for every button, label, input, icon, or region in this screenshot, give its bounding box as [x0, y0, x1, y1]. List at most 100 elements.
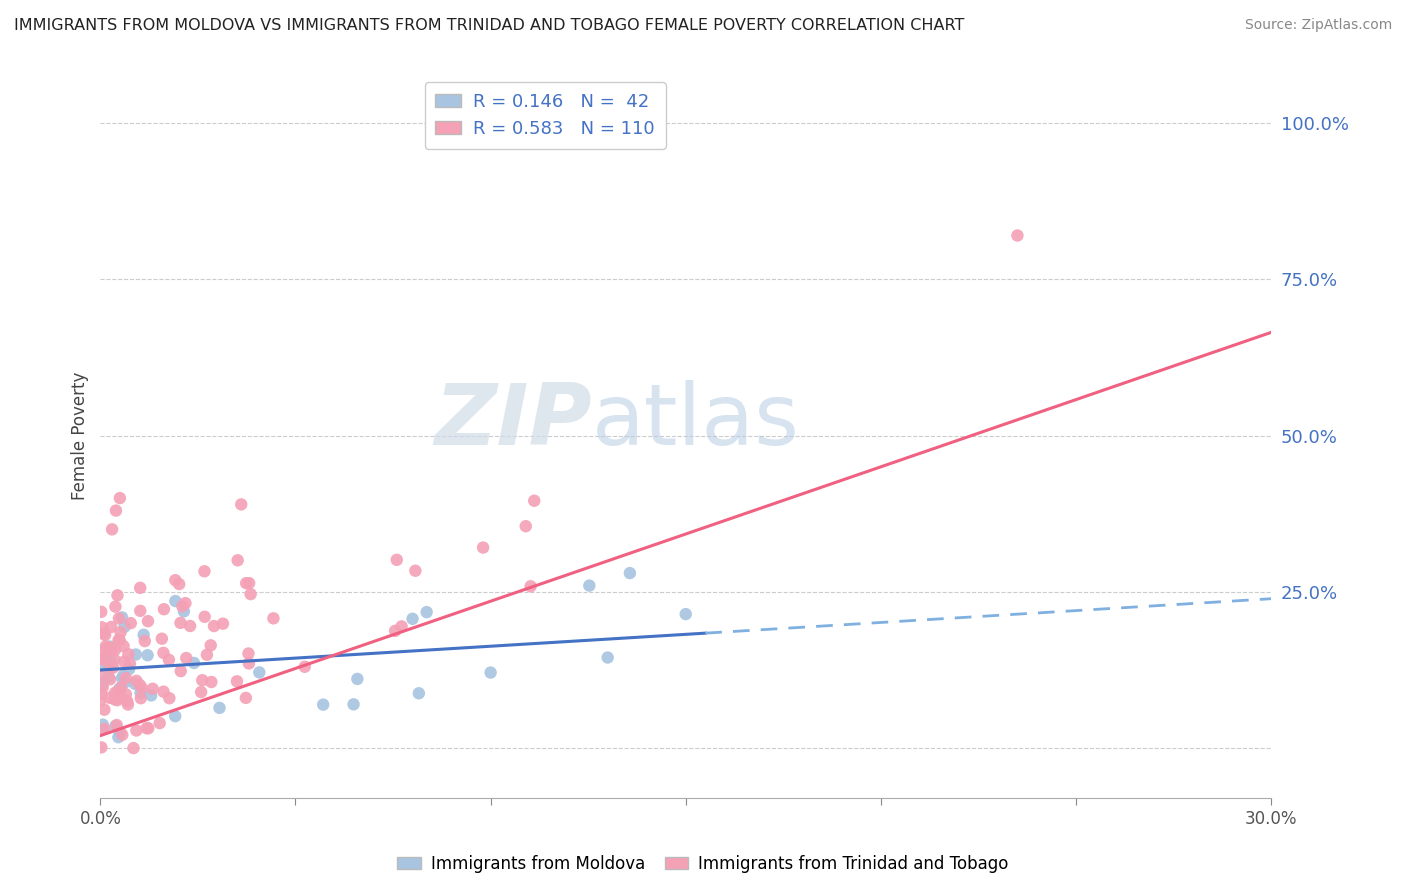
Point [104, 692, 127, 706]
Point [104, 503, 127, 517]
Point [578, 578, 600, 592]
Point [105, 693, 128, 707]
Point [110, 680, 132, 694]
Point [346, 672, 368, 686]
Point [114, 675, 136, 690]
Point [104, 642, 127, 657]
Point [519, 579, 541, 593]
Point [111, 610, 134, 624]
Point [90, 645, 112, 659]
Point [100, 660, 122, 674]
Point [202, 619, 225, 633]
Point [115, 694, 138, 708]
Point [675, 607, 697, 621]
Point [89, 693, 111, 707]
Point [111, 728, 134, 742]
Point [129, 604, 152, 618]
Point [100, 643, 122, 657]
Point [90, 740, 112, 755]
Point [117, 698, 139, 712]
Point [135, 721, 157, 735]
Point [97, 657, 120, 672]
Point [114, 671, 136, 685]
Point [138, 721, 160, 735]
Point [129, 581, 152, 595]
Point [93, 653, 115, 667]
Point [415, 605, 437, 619]
Point [239, 587, 262, 601]
Point [122, 741, 145, 756]
Point [101, 522, 124, 536]
Point [104, 686, 127, 700]
Point [129, 691, 152, 706]
Point [124, 677, 146, 691]
Point [157, 653, 180, 667]
Point [231, 497, 253, 511]
Point [90, 652, 112, 666]
Point [391, 619, 413, 633]
Point [108, 491, 131, 505]
Point [90, 620, 112, 634]
Point [118, 657, 141, 671]
Point [235, 576, 257, 591]
Point [479, 665, 502, 680]
Point [190, 685, 212, 699]
Point [136, 614, 159, 628]
Point [200, 675, 222, 690]
Point [174, 651, 197, 665]
Point [132, 628, 155, 642]
Point [100, 620, 122, 634]
Point [125, 673, 148, 688]
Point [98, 640, 121, 655]
Point [165, 594, 187, 608]
Point [312, 698, 335, 712]
Point [91, 717, 114, 731]
Point [93, 626, 115, 640]
Point [193, 564, 215, 578]
Point [105, 685, 128, 699]
Point [472, 541, 495, 555]
Legend: R = 0.146   N =  42, R = 0.583   N = 110: R = 0.146 N = 42, R = 0.583 N = 110 [425, 82, 666, 149]
Point [94, 628, 117, 642]
Point [110, 690, 132, 704]
Point [131, 681, 153, 695]
Point [515, 519, 537, 533]
Point [105, 718, 128, 732]
Point [129, 686, 152, 700]
Point [90, 668, 112, 682]
Point [149, 716, 172, 731]
Point [141, 689, 163, 703]
Point [125, 648, 148, 662]
Point [596, 650, 619, 665]
Point [97, 670, 120, 684]
Y-axis label: Female Poverty: Female Poverty [72, 371, 89, 500]
Point [117, 647, 139, 661]
Point [112, 639, 135, 653]
Point [238, 576, 260, 591]
Point [208, 701, 231, 715]
Point [408, 686, 430, 700]
Point [191, 673, 214, 688]
Point [238, 647, 260, 661]
Point [112, 655, 135, 669]
Point [98, 640, 121, 654]
Point [90, 658, 112, 673]
Point [98, 642, 121, 657]
Point [111, 671, 134, 685]
Point [238, 657, 260, 671]
Text: IMMIGRANTS FROM MOLDOVA VS IMMIGRANTS FROM TRINIDAD AND TOBAGO FEMALE POVERTY CO: IMMIGRANTS FROM MOLDOVA VS IMMIGRANTS FR… [14, 18, 965, 33]
Point [103, 652, 125, 666]
Point [401, 612, 423, 626]
Point [100, 654, 122, 668]
Point [262, 611, 284, 625]
Point [94, 650, 117, 665]
Point [90, 687, 112, 701]
Point [93, 703, 115, 717]
Point [96, 640, 118, 655]
Point [165, 709, 187, 723]
Point [404, 564, 426, 578]
Point [91, 680, 114, 694]
Point [152, 684, 174, 698]
Point [107, 588, 129, 602]
Point [108, 681, 131, 696]
